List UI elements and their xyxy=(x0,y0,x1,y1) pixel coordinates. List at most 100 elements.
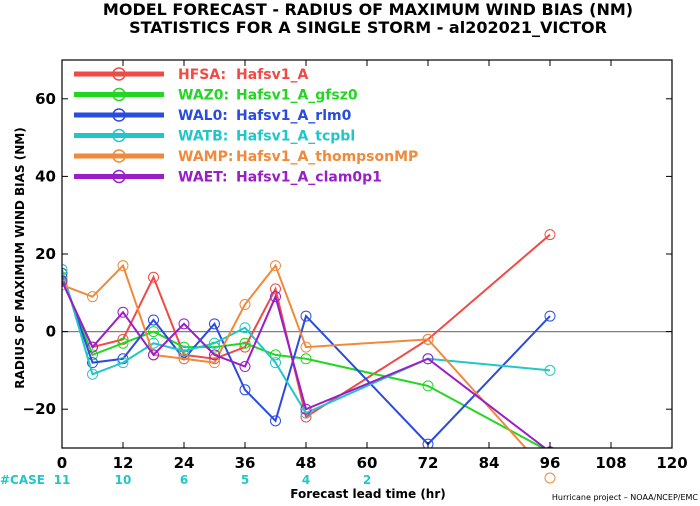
series-point-0-7 xyxy=(270,283,281,295)
x-tick-label: 48 xyxy=(296,454,317,472)
x-tick-label: 84 xyxy=(479,454,500,472)
x-axis-label: Forecast lead time (hr) xyxy=(290,487,446,501)
x-tick-label: 0 xyxy=(57,454,67,472)
series-point-3-6 xyxy=(239,322,251,334)
x-tick-label: 60 xyxy=(357,454,378,472)
series-point-4-6 xyxy=(239,298,251,310)
legend-series-name: WAMP: xyxy=(178,149,233,165)
series-line-5 xyxy=(62,280,547,448)
series-line-0 xyxy=(62,233,551,419)
case-count: 10 xyxy=(115,473,132,487)
series-point-2-7 xyxy=(270,415,281,427)
series-point-3-2 xyxy=(117,357,129,369)
series-line-2 xyxy=(62,273,551,446)
y-tick-label: 20 xyxy=(35,245,56,263)
legend-swatch-marker xyxy=(112,149,126,163)
case-counts: 11 10 6 5 4 2 xyxy=(54,473,372,487)
series-point-0-2 xyxy=(117,333,129,345)
series-point-0-10 xyxy=(544,229,556,241)
series-line-3 xyxy=(62,269,551,415)
case-count: 4 xyxy=(302,473,310,487)
x-tick-label: 108 xyxy=(595,454,626,472)
series-point-3-1 xyxy=(87,368,98,380)
y-tick-label: −20 xyxy=(23,400,56,418)
series-point-1-9 xyxy=(422,380,434,392)
series-point-5-7 xyxy=(270,291,281,303)
legend-series-label: Hafsv1_A_gfsz0 xyxy=(236,88,358,104)
series-point-5-2 xyxy=(117,306,129,318)
y-tick-label: 60 xyxy=(35,90,56,108)
case-count: 5 xyxy=(241,473,249,487)
chart-title: MODEL FORECAST - RADIUS OF MAXIMUM WIND … xyxy=(103,0,633,19)
series-point-4-5 xyxy=(209,357,220,369)
legend-series-name: WAET: xyxy=(178,170,228,186)
legend-series-name: WAZ0: xyxy=(178,88,229,104)
series-point-2-3 xyxy=(148,314,159,326)
case-count: 2 xyxy=(363,473,371,487)
series-point-3-4 xyxy=(178,345,190,357)
legend-swatch-marker xyxy=(112,67,126,81)
legend-series-name: HFSA: xyxy=(178,67,226,83)
legend-series-label: Hafsv1_A_tcpbl xyxy=(236,129,355,145)
series-point-2-10 xyxy=(544,310,556,322)
legend-series-label: Hafsv1_A xyxy=(236,67,308,83)
series-point-5-1 xyxy=(87,341,98,353)
series-point-2-5 xyxy=(209,318,220,330)
series-point-3-10 xyxy=(544,364,556,376)
case-count: 11 xyxy=(54,473,71,487)
x-tick-label: 24 xyxy=(174,454,195,472)
series-point-2-0 xyxy=(62,267,68,279)
series-point-4-1 xyxy=(87,291,98,303)
legend-series-label: Hafsv1_A_rlm0 xyxy=(236,108,352,124)
series-point-5-4 xyxy=(178,318,190,330)
legend: HFSA: Hafsv1_A WAZ0: Hafsv1_A_gfsz0 WAL0: Haf… xyxy=(74,67,418,186)
series-group xyxy=(62,229,556,448)
series-point-1-2 xyxy=(117,337,129,349)
legend-swatch-marker xyxy=(112,169,126,184)
credit-text: Hurricane project – NOAA/NCEP/EMC xyxy=(552,493,699,502)
series-point-5-8 xyxy=(300,403,312,415)
series-point-2-6 xyxy=(239,384,251,396)
series-point-2-8 xyxy=(300,310,312,322)
series-point-5-0 xyxy=(62,275,68,287)
y-axis-label: RADIUS OF MAXIMUM WIND BIAS (NM) xyxy=(13,127,27,388)
legend-swatch-marker xyxy=(112,108,126,122)
series-point-1-8 xyxy=(300,353,312,365)
case-label: #CASE xyxy=(0,473,45,487)
x-tick-label: 36 xyxy=(235,454,256,472)
series-point-3-5 xyxy=(209,337,220,349)
series-line-4 xyxy=(62,263,527,448)
offscale-point-4-10 xyxy=(544,472,556,484)
series-point-1-3 xyxy=(148,326,159,338)
series-point-4-2 xyxy=(117,260,129,272)
series-point-1-0 xyxy=(62,271,68,283)
legend-swatch-marker xyxy=(112,128,126,143)
series-point-5-9 xyxy=(422,353,434,365)
series-point-4-7 xyxy=(270,260,281,272)
series-point-0-6 xyxy=(239,341,251,353)
series-point-5-3 xyxy=(148,349,159,361)
y-tick-label: 40 xyxy=(35,167,56,185)
x-tick-label: 120 xyxy=(656,454,687,472)
series-point-4-0 xyxy=(62,279,68,291)
series-point-5-6 xyxy=(239,361,251,373)
series-point-0-3 xyxy=(148,271,159,283)
plot-frame xyxy=(61,59,673,449)
series-point-2-1 xyxy=(87,357,98,369)
series-point-1-6 xyxy=(239,337,251,349)
legend-swatch-marker xyxy=(112,87,126,102)
legend-series-name: WAL0: xyxy=(178,108,228,124)
y-tick-label: 0 xyxy=(46,323,56,341)
legend-series-label: Hafsv1_A_thompsonMP xyxy=(236,149,418,165)
series-point-4-9 xyxy=(422,333,434,345)
x-tick-label: 72 xyxy=(418,454,439,472)
series-point-5-5 xyxy=(209,349,220,361)
series-point-1-4 xyxy=(178,341,190,353)
series-point-4-4 xyxy=(178,353,190,365)
x-tick-label: 12 xyxy=(113,454,134,472)
x-tick-label: 96 xyxy=(540,454,561,472)
series-point-2-9 xyxy=(422,438,434,448)
series-point-3-7 xyxy=(270,357,281,369)
